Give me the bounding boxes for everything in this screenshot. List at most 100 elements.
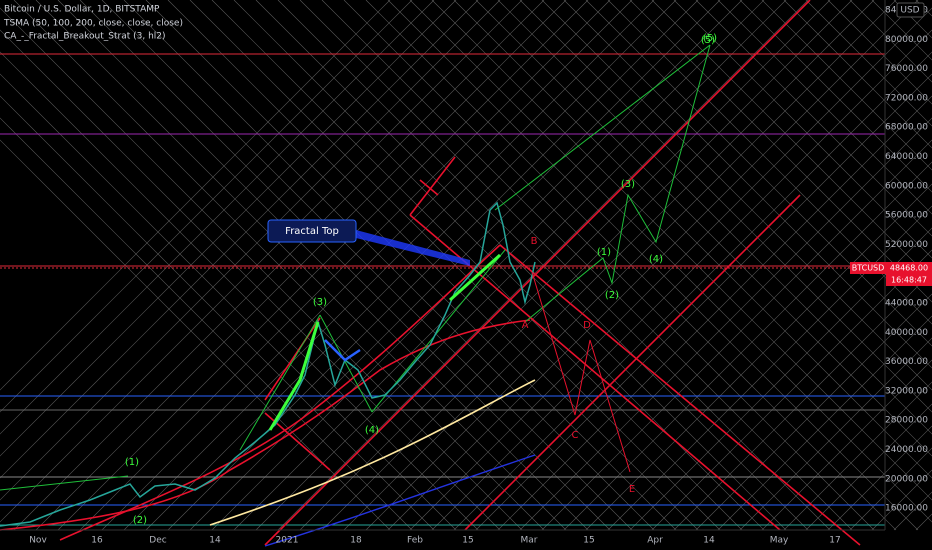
grid-diagonal [409, 0, 932, 523]
grid-diagonal [343, 0, 875, 531]
grid-diagonal [475, 0, 932, 457]
grid-diagonal [783, 381, 932, 531]
price-tick-label: 60000.00 [885, 181, 928, 191]
price-tick-label: 72000.00 [885, 93, 928, 103]
wave-label: A [522, 320, 529, 331]
price-tick-label: 32000.00 [885, 386, 928, 396]
grid-diagonal [761, 0, 932, 171]
header-line: TSMA (50, 100, 200, close, close, close) [3, 19, 183, 29]
time-tick-label: 15 [583, 536, 594, 546]
price-tick-label: 24000.00 [885, 445, 928, 455]
grid-diagonal [717, 0, 932, 215]
grid-diagonal [431, 0, 932, 501]
price-tag [886, 262, 932, 286]
time-tick-label: 15 [462, 536, 473, 546]
callout-label: Fractal Top [285, 226, 339, 237]
wave-label: (1) [125, 457, 139, 468]
time-tick-label: Apr [647, 536, 663, 546]
price-tick-label: 40000.00 [885, 328, 928, 338]
grid-diagonal [0, 139, 391, 531]
price-tick-label: 28000.00 [885, 416, 928, 426]
price-tick-label: 52000.00 [885, 240, 928, 250]
time-tick-label: 14 [209, 536, 221, 546]
grid-diagonal [453, 0, 932, 479]
grid-diagonal [387, 0, 919, 531]
grid-diagonal [145, 0, 677, 531]
grid-diagonal [805, 403, 932, 531]
grid-diagonal [321, 0, 853, 531]
time-tick-label: 2021 [276, 536, 299, 546]
grid-diagonal [35, 0, 567, 531]
time-axis: Nov 16 Dec 14 2021 18 Feb 15 Mar 15 Apr 14 May 17 [29, 536, 841, 546]
grid-diagonal [519, 0, 932, 413]
grid-diagonal [189, 0, 721, 531]
header-line: Bitcoin / U.S. Dollar, 1D, BITSTAMP [4, 5, 160, 15]
time-tick-label: Mar [521, 536, 538, 546]
wave-label: (4) [649, 254, 663, 265]
grid-diagonal [673, 271, 932, 531]
wave-label: C [572, 430, 579, 441]
grid-diagonal [13, 0, 545, 531]
price-tick-label: 56000.00 [885, 211, 928, 221]
grid-diagonal [167, 0, 699, 531]
wave-label: (4) [365, 425, 379, 436]
grid-diagonal [299, 0, 831, 531]
fib-fan-grid [0, 0, 932, 531]
grid-diagonal [0, 117, 413, 531]
wave-label: (1) [597, 247, 611, 258]
wave-label: E [629, 484, 635, 495]
moving-average [264, 454, 536, 547]
grid-diagonal [57, 0, 589, 531]
price-tick-label: 20000.00 [885, 474, 928, 484]
trend-highlight [324, 339, 361, 362]
time-tick-label: 17 [829, 536, 840, 546]
time-tick-label: 14 [703, 536, 715, 546]
time-tick-label: Feb [407, 536, 423, 546]
grid-diagonal [563, 0, 932, 369]
grid-diagonal [0, 29, 501, 531]
price-tick-label: 44000.00 [885, 299, 928, 309]
grid-diagonal [827, 0, 932, 105]
time-tick-label: May [770, 536, 789, 546]
currency-button[interactable] [896, 2, 925, 18]
grid-diagonal [277, 0, 809, 531]
grid-diagonal [255, 0, 787, 531]
grid-diagonal [695, 0, 932, 237]
wave-label: B [531, 236, 538, 247]
wave-label: (5) [701, 35, 715, 46]
red-channel [0, 0, 861, 546]
countdown-label: 16:48:47 [891, 276, 927, 285]
grid-diagonal [0, 51, 479, 531]
price-tick-label: 80000.00 [885, 35, 928, 45]
grid-diagonal [739, 0, 932, 193]
wave-label: (3) [621, 179, 635, 190]
grid-diagonal [0, 7, 523, 531]
price-tick-label: 68000.00 [885, 123, 928, 133]
wave-label: D [583, 320, 591, 331]
red-forecast [531, 271, 631, 473]
symbol-tag [850, 262, 886, 274]
price-tick-label: 16000.00 [885, 504, 928, 514]
grid-diagonal [827, 425, 932, 531]
symbol-label: BTCUSD [852, 264, 885, 273]
trend-highlight [268, 321, 320, 431]
time-tick-label: 16 [91, 536, 103, 546]
price-tick-label: 76000.00 [885, 64, 928, 74]
currency-label[interactable]: USD [900, 6, 919, 16]
grid-diagonal [761, 359, 932, 531]
time-tick-label: Nov [29, 536, 47, 546]
grid-diagonal [783, 0, 932, 149]
wave-label: (5) [703, 33, 717, 44]
grid-diagonal [79, 0, 611, 531]
moving-average [209, 379, 536, 526]
grid-diagonal [717, 315, 932, 531]
grid-diagonal [541, 0, 932, 391]
grid-diagonal [101, 0, 633, 531]
callout-pointer [356, 230, 470, 266]
grid-diagonal [497, 0, 932, 435]
grid-diagonal [365, 0, 897, 531]
grid-diagonal [673, 0, 932, 259]
price-label: 48468.00 [890, 264, 928, 273]
callout-box [267, 219, 357, 243]
